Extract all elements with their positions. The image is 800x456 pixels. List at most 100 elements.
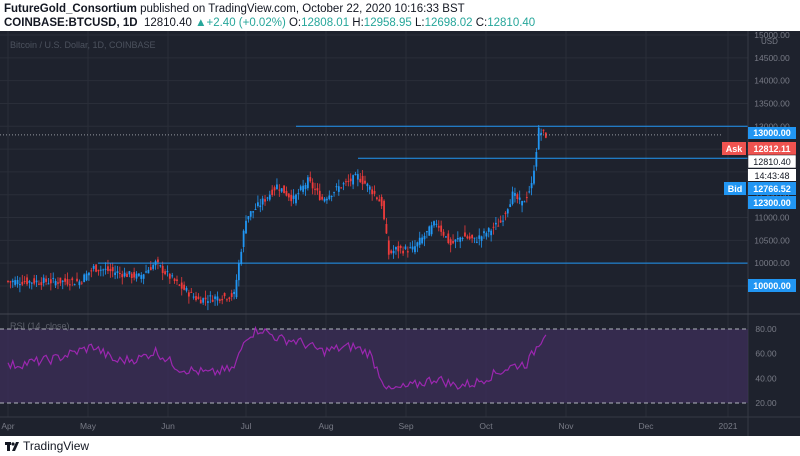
candle-body <box>478 235 481 239</box>
candle-body <box>380 197 383 207</box>
candle-body <box>297 193 300 195</box>
candle-body <box>518 197 521 200</box>
time-axis[interactable]: Apr May Jun Jul Aug Sep Oct Nov Dec 2021 <box>1 421 737 431</box>
candle-body <box>57 282 59 284</box>
candle-body <box>247 216 250 220</box>
candle-body <box>159 265 162 267</box>
month-tick-label: 2021 <box>719 421 738 431</box>
candle-body <box>38 283 40 285</box>
candle-body <box>168 273 171 279</box>
candle-body <box>333 192 335 194</box>
candle-body <box>218 299 221 301</box>
candle-body <box>454 239 457 242</box>
candle-body <box>406 251 409 253</box>
candle-body <box>378 199 381 202</box>
candle-body <box>85 273 88 281</box>
rsi-axis[interactable]: 80.00 60.00 40.00 20.00 <box>755 324 777 408</box>
candle-body <box>130 273 133 279</box>
month-tick-label: Apr <box>1 421 14 431</box>
low-value: 12698.02 <box>424 17 473 29</box>
candle-body <box>285 190 288 196</box>
tradingview-logo[interactable]: TradingView <box>5 439 89 453</box>
symbol-name: COINBASE:BTCUSD, 1D <box>4 17 138 29</box>
candle-body <box>42 277 45 283</box>
candle-body <box>142 274 145 279</box>
candle-body <box>180 282 183 289</box>
candle-body <box>40 282 43 286</box>
candle-body <box>328 195 331 200</box>
candle-body <box>80 282 83 284</box>
candle-body <box>88 272 90 276</box>
low-label: L: <box>414 17 425 29</box>
candle-body <box>33 278 36 284</box>
candle-body <box>535 151 538 167</box>
candle-body <box>76 278 78 282</box>
candle-body <box>195 296 197 301</box>
chart-area[interactable]: Bitcoin / U.S. Dollar, 1D, COINBASE 1500… <box>0 30 800 436</box>
candle-body <box>135 273 138 279</box>
candle-body <box>316 188 319 191</box>
candle-body <box>418 237 421 245</box>
candle-body <box>245 220 247 234</box>
candle-body <box>342 183 345 185</box>
candle-body <box>192 296 195 298</box>
candle-body <box>533 170 535 184</box>
rsi-tick-label: 40.00 <box>755 373 777 383</box>
candle-body <box>254 209 257 211</box>
candle-body <box>90 270 93 272</box>
high-label: H: <box>352 17 364 29</box>
price-change: +2.40 (+0.02%) <box>206 17 286 29</box>
candle-body <box>466 236 469 239</box>
candle-body <box>306 177 309 189</box>
month-tick-label: Sep <box>398 421 413 431</box>
candle-body <box>416 242 419 247</box>
candle-body <box>521 200 523 206</box>
candle-body <box>364 180 366 184</box>
candle-body <box>511 191 514 204</box>
candle-body <box>356 174 359 180</box>
candle-body <box>459 237 462 242</box>
candle-body <box>164 271 166 275</box>
candle-body <box>138 273 140 276</box>
candle-body <box>471 234 473 239</box>
horizontal-lines[interactable] <box>0 125 748 264</box>
candle-body <box>30 282 33 284</box>
candle-body <box>504 212 507 214</box>
candle-body <box>166 271 169 273</box>
candle-body <box>64 278 67 282</box>
candle-body <box>445 236 447 238</box>
candle-body <box>157 259 159 263</box>
svg-text:14:43:48: 14:43:48 <box>754 171 789 181</box>
candle-body <box>287 193 290 198</box>
candle-body <box>52 277 55 279</box>
candle-body <box>395 247 397 250</box>
candle-body <box>118 273 121 275</box>
candle-body <box>185 287 188 291</box>
price-tick-label: 13500.00 <box>754 98 790 108</box>
candle-body <box>209 295 212 297</box>
candle-body <box>216 296 219 301</box>
candle-body <box>442 231 445 236</box>
candle-body <box>304 184 307 190</box>
candle-body <box>323 198 326 202</box>
candle-body <box>268 194 271 200</box>
candle-body <box>376 197 378 200</box>
candle-body <box>423 235 426 240</box>
candle-body <box>402 250 404 254</box>
candle-body <box>366 183 369 187</box>
bid-label: Bid 12766.52 <box>724 182 796 195</box>
author-name[interactable]: FutureGold_Consortium <box>4 3 137 15</box>
candle-body <box>499 220 502 223</box>
svg-text:Ask: Ask <box>726 144 744 154</box>
candle-body <box>330 195 333 197</box>
month-tick-label: May <box>80 421 97 431</box>
candle-body <box>314 188 316 190</box>
month-tick-label: Jul <box>241 421 252 431</box>
price-chart[interactable]: Bitcoin / U.S. Dollar, 1D, COINBASE 1500… <box>0 30 800 436</box>
candle-body <box>318 190 321 201</box>
rsi-title: RSI (14, close) <box>10 321 70 331</box>
candle-body <box>299 186 302 190</box>
candle-body <box>428 226 431 236</box>
candle-body <box>361 175 364 185</box>
price-tick-label: 10500.00 <box>754 235 790 245</box>
